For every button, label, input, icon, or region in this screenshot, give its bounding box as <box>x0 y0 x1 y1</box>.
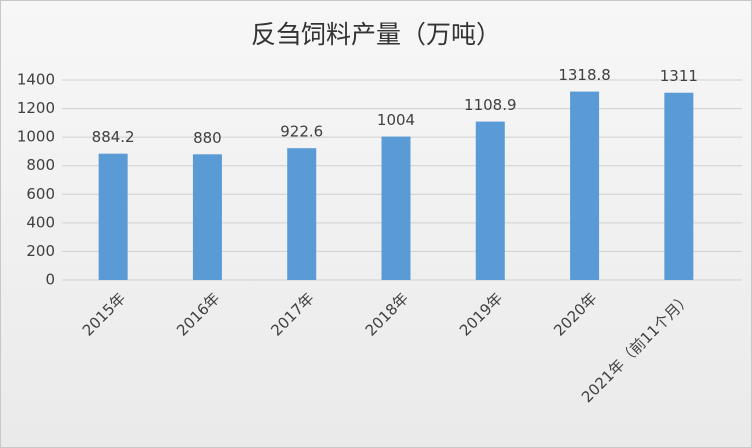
value-label: 884.2 <box>92 128 135 146</box>
bar <box>192 154 222 280</box>
bar <box>570 91 600 280</box>
value-label: 1318.8 <box>558 66 611 84</box>
y-tick-label: 0 <box>45 271 55 289</box>
bar <box>381 136 411 280</box>
value-label: 922.6 <box>280 123 323 141</box>
y-tick-label: 1000 <box>17 128 55 146</box>
bar <box>98 153 128 280</box>
y-tick-label: 1200 <box>17 99 55 117</box>
y-tick-label: 1400 <box>17 71 55 89</box>
y-tick-label: 800 <box>26 156 55 174</box>
value-label: 1004 <box>377 111 415 129</box>
value-label: 880 <box>193 129 222 147</box>
value-label: 1108.9 <box>464 96 517 114</box>
y-tick-label: 200 <box>26 242 55 260</box>
chart-title: 反刍饲料产量（万吨） <box>251 20 501 49</box>
bar <box>287 148 317 280</box>
bar <box>664 92 694 280</box>
value-label: 1311 <box>660 67 698 85</box>
bar <box>475 121 505 280</box>
y-tick-label: 400 <box>26 213 55 231</box>
y-tick-label: 600 <box>26 185 55 203</box>
